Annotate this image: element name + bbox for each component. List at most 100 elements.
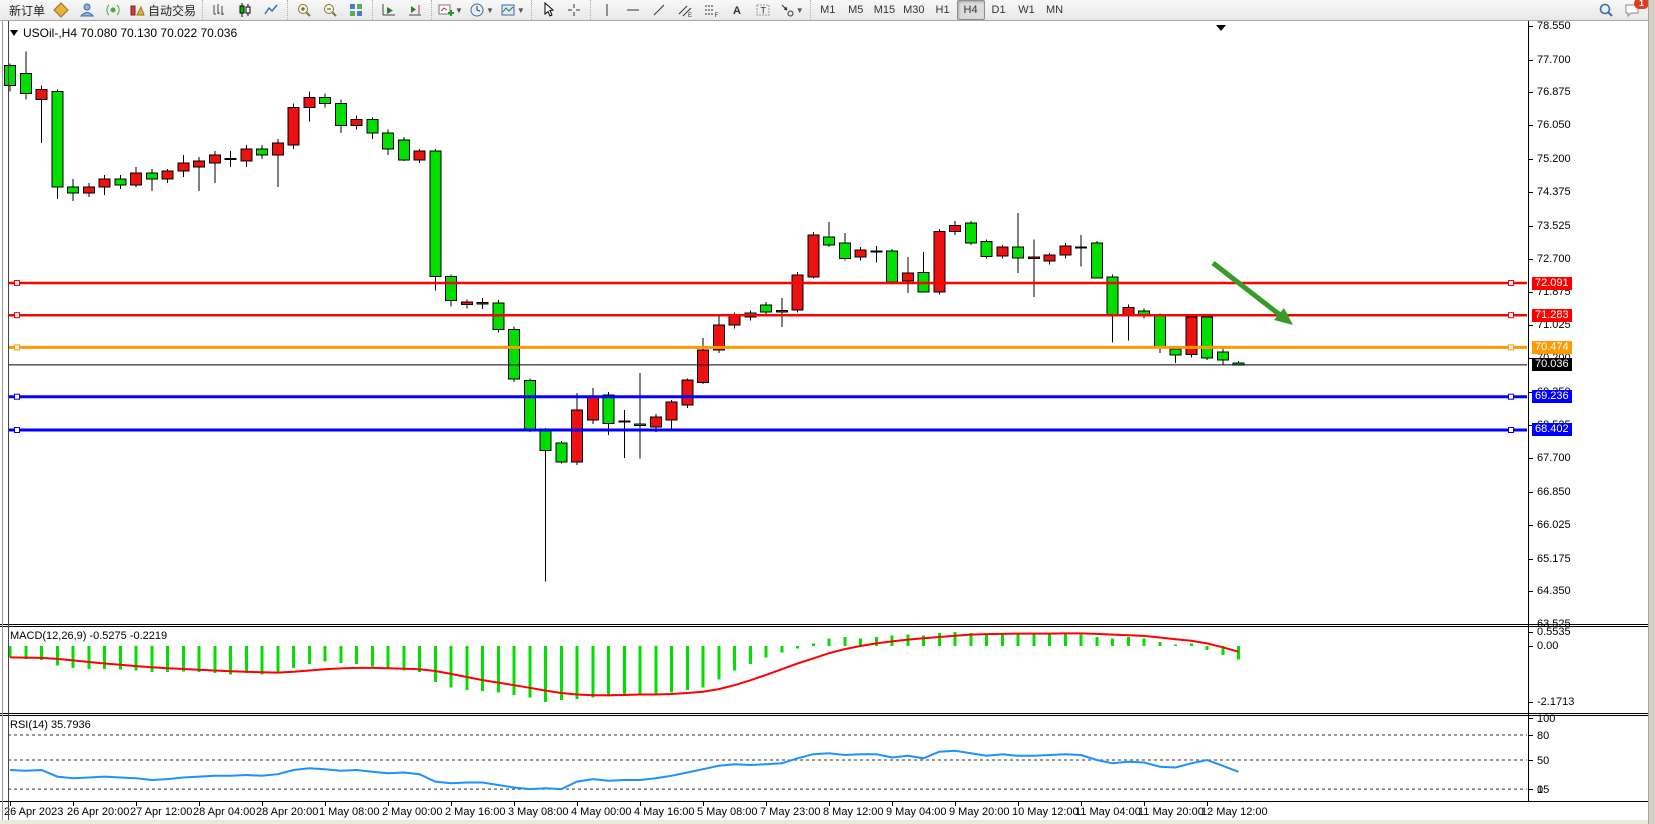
fibonacci-button[interactable]: F: [698, 0, 724, 20]
candlestick-chart-button[interactable]: [232, 0, 258, 20]
periods-button[interactable]: ▼: [466, 0, 497, 20]
rsi-tick-label: 15: [1537, 784, 1550, 796]
timeframe-d1[interactable]: D1: [991, 4, 1006, 16]
timeframe-h1[interactable]: H1: [935, 4, 950, 16]
horizontal-line-68.402[interactable]: [8, 427, 1527, 433]
panel-separator[interactable]: [0, 715, 1648, 716]
horizontal-line-72.091[interactable]: [8, 280, 1527, 286]
panel-separator[interactable]: [0, 624, 1648, 625]
time-tick-label: 7 May 23:00: [760, 806, 821, 818]
panel-separator[interactable]: [0, 626, 1648, 627]
line-anchor[interactable]: [14, 312, 20, 319]
chart-shift-button[interactable]: [402, 0, 428, 20]
trendline-button[interactable]: [646, 0, 672, 20]
zoom-in-button[interactable]: [291, 0, 317, 20]
arrows-shapes-button[interactable]: ▼: [776, 0, 807, 20]
tile-windows-button[interactable]: [343, 0, 369, 20]
price-line-badge: 69.236: [1532, 390, 1572, 403]
toolbar-right: 1: [1593, 0, 1655, 20]
zoom-out-button[interactable]: [317, 0, 343, 20]
user-account-icon[interactable]: [74, 0, 100, 20]
horizontal-line-69.236[interactable]: [8, 393, 1527, 400]
price-tick-label: 66.850: [1537, 486, 1571, 498]
price-tick-label: 65.175: [1537, 553, 1571, 565]
vertical-line-button[interactable]: [594, 0, 620, 20]
time-tick-label: 2 May 16:00: [445, 806, 506, 818]
bar-chart-button[interactable]: [206, 0, 232, 20]
timeframe-m1[interactable]: M1: [820, 4, 836, 16]
gold-arrows-icon[interactable]: [48, 0, 74, 20]
horizontal-line-71.283[interactable]: [8, 312, 1527, 319]
timeframe-w1[interactable]: W1: [1018, 4, 1035, 16]
horizontal-line-button[interactable]: [620, 0, 646, 20]
new-order-button[interactable]: 新订单: [9, 3, 46, 18]
search-button[interactable]: [1593, 0, 1619, 20]
dropdown-arrow-icon[interactable]: ▼: [516, 5, 525, 15]
timeframe-m5[interactable]: M5: [848, 4, 864, 16]
panel-separator[interactable]: [0, 713, 1648, 714]
dropdown-arrow-icon[interactable]: ▼: [485, 5, 494, 15]
price-line-badge: 70.036: [1532, 358, 1572, 371]
time-tick-label: 12 May 12:00: [1201, 806, 1268, 818]
line-anchor[interactable]: [14, 427, 20, 433]
price-chart-canvas[interactable]: [0, 21, 1528, 624]
time-tick-label: 11 May 20:00: [1138, 806, 1204, 818]
line-anchor[interactable]: [14, 280, 20, 286]
macd-axis[interactable]: 0.5535 0.00 -2.1713: [1528, 626, 1649, 713]
time-tick-label: 11 May 04:00: [1075, 806, 1141, 818]
timeframe-m15[interactable]: M15: [873, 4, 896, 16]
chart-shift-marker-icon[interactable]: [1216, 25, 1226, 31]
channel-button[interactable]: E: [672, 0, 698, 20]
line-anchor[interactable]: [1508, 393, 1514, 400]
price-tick-label: 76.050: [1537, 119, 1571, 131]
auto-trading-button[interactable]: 自动交易: [126, 0, 199, 20]
timeframe-group: M1 M5 M15 M30 H1 H4 D1 W1 MN: [809, 0, 1072, 20]
time-tick-label: 1 May 08:00: [319, 806, 380, 818]
line-anchor[interactable]: [1508, 427, 1514, 433]
toolbar-group: [202, 0, 287, 20]
time-tick-label: 28 Apr 20:00: [256, 806, 319, 818]
price-tick-label: 77.700: [1537, 54, 1571, 66]
timeframe-h4[interactable]: H4: [956, 0, 985, 20]
symbol-ohlc-text: USOil-,H4 70.080 70.130 70.022 70.036: [23, 26, 238, 40]
timeframe-m30[interactable]: M30: [903, 4, 925, 16]
dropdown-arrow-icon[interactable]: ▼: [455, 5, 463, 15]
notifications-button[interactable]: 1: [1619, 0, 1649, 20]
line-anchor[interactable]: [14, 344, 20, 351]
svg-text:T: T: [760, 6, 766, 16]
line-anchor[interactable]: [1508, 280, 1514, 286]
new-chart-button[interactable]: ▼: [435, 0, 466, 20]
macd-panel-canvas[interactable]: [0, 627, 1528, 713]
horizontal-line-70.474[interactable]: [8, 344, 1527, 351]
rsi-tick-label: 50: [1537, 755, 1550, 767]
auto-scroll-button[interactable]: [376, 0, 402, 20]
text-label-button[interactable]: T: [750, 0, 776, 20]
cursor-button[interactable]: [535, 0, 561, 20]
text-button[interactable]: A: [724, 0, 750, 20]
line-anchor[interactable]: [1508, 344, 1514, 351]
macd-label: MACD(12,26,9) -0.5275 -0.2219: [10, 630, 168, 642]
chart-title: USOil-,H4 70.080 70.130 70.022 70.036: [10, 26, 237, 40]
rsi-axis[interactable]: 100 80 50 15 0: [1528, 713, 1649, 801]
price-tick-label: 71.025: [1537, 319, 1571, 331]
macd-tick-label: 0.5535: [1537, 626, 1571, 638]
toolbar-group: [372, 0, 431, 20]
trend-arrow[interactable]: [1211, 261, 1293, 325]
dropdown-arrow-icon[interactable]: ▼: [795, 5, 804, 15]
crosshair-button[interactable]: [561, 0, 587, 20]
price-tick-label: 78.550: [1537, 20, 1571, 32]
line-anchor[interactable]: [14, 393, 20, 400]
collapse-triangle-icon[interactable]: [10, 30, 18, 36]
price-tick-label: 72.700: [1537, 253, 1571, 265]
timeframe-mn[interactable]: MN: [1045, 4, 1064, 16]
window-left-border: [2, 21, 3, 820]
rsi-panel-canvas[interactable]: [0, 716, 1528, 801]
rsi-tick-label: 100: [1537, 713, 1556, 725]
templates-button[interactable]: ▼: [497, 0, 528, 20]
price-tick-label: 75.200: [1537, 153, 1571, 165]
rsi-tick-label: 80: [1537, 730, 1550, 742]
time-axis[interactable]: 26 Apr 2023 26 Apr 20:00 27 Apr 12:00 28 Ap…: [0, 801, 1648, 821]
line-anchor[interactable]: [1508, 312, 1514, 319]
line-chart-button[interactable]: [258, 0, 284, 20]
broadcast-icon[interactable]: [100, 0, 126, 20]
